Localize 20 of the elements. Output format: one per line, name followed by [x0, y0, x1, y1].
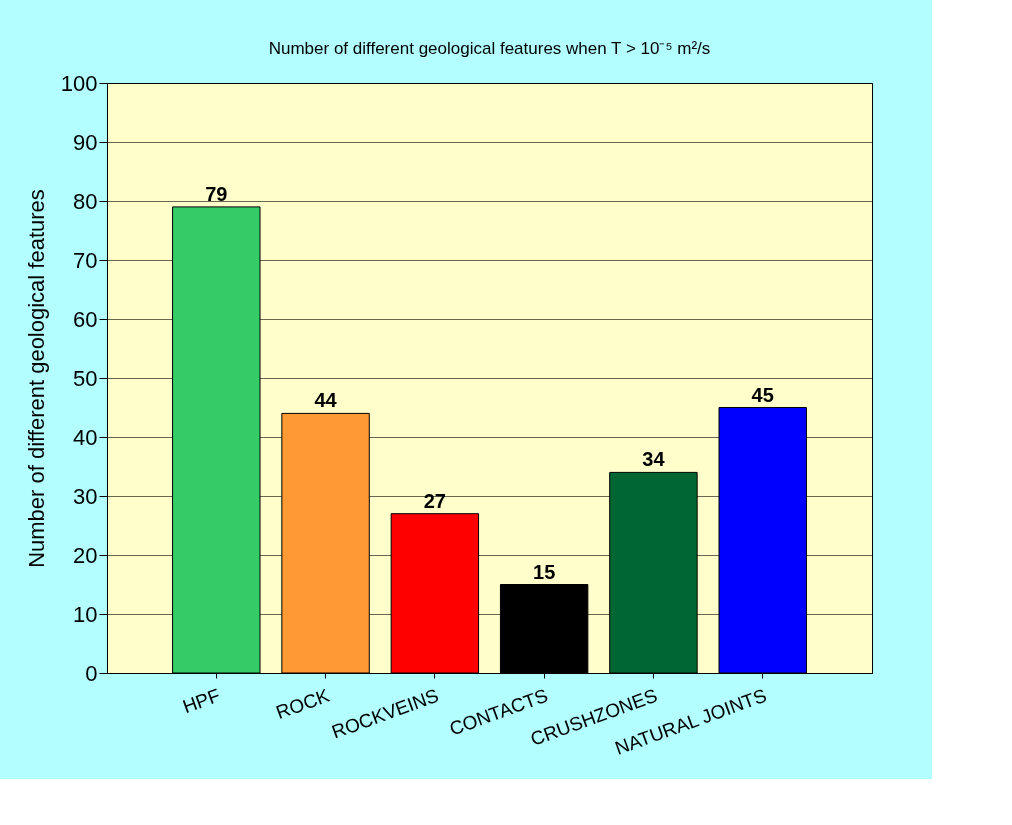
chart-title: Number of different geological features when T > 10⁻⁵ m²/s [268, 39, 711, 58]
y-tick-label: 50 [73, 365, 98, 391]
y-tick-label: 60 [73, 306, 98, 332]
x-tick-label: HPF [179, 684, 223, 718]
x-tick-label: ROCK [273, 684, 333, 724]
y-tick-label: 40 [73, 424, 98, 450]
y-tick-label: 0 [85, 660, 98, 686]
y-tick-label: 90 [73, 129, 98, 155]
data-label: 15 [533, 560, 556, 583]
y-tick-label: 100 [60, 70, 98, 96]
y-axis-title: Number of different geological features [23, 189, 49, 568]
y-tick-label: 80 [73, 188, 98, 214]
y-tick-label: 20 [73, 542, 98, 568]
data-label: 45 [751, 383, 774, 406]
data-label: 79 [205, 182, 228, 205]
data-label: 34 [642, 448, 666, 471]
data-label: 44 [314, 389, 338, 412]
y-tick-label: 10 [73, 601, 98, 627]
y-tick-label: 30 [73, 483, 98, 509]
y-tick-label: 70 [73, 247, 98, 273]
